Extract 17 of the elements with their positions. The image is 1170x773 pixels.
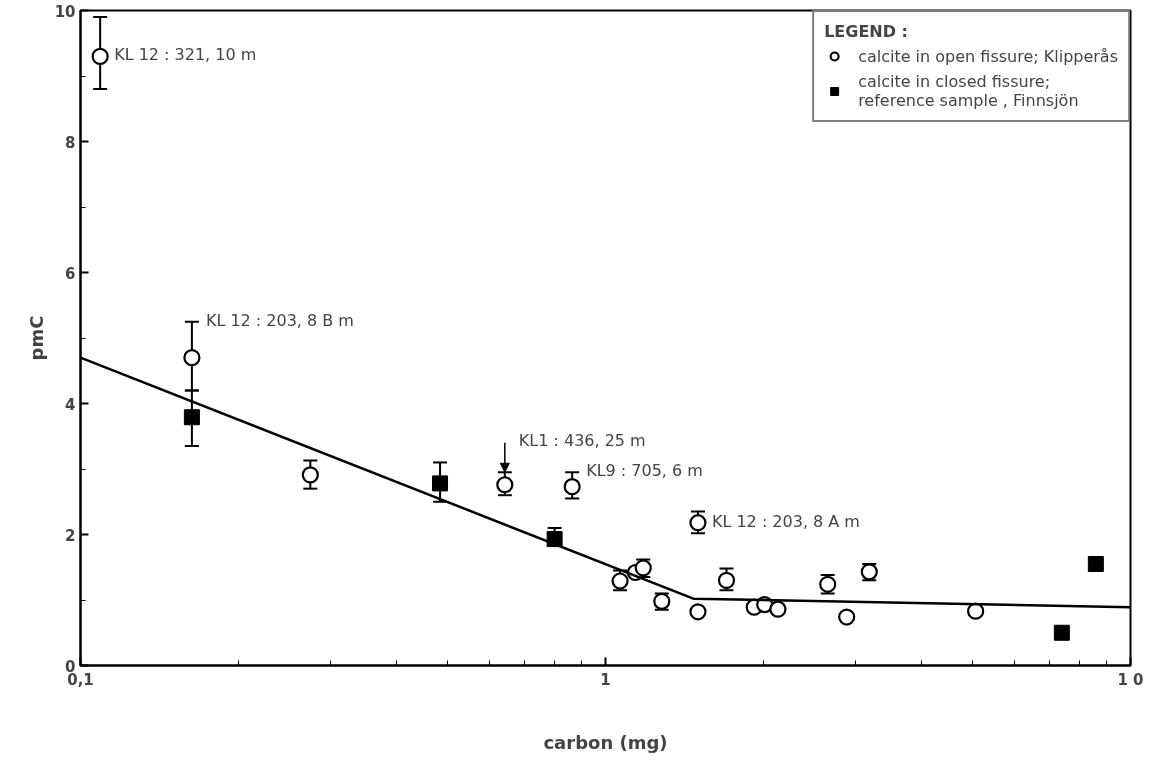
y-tick-label: 2 [65,526,76,545]
legend-label: calcite in closed fissure; reference sample , Finnsjön [858,72,1079,110]
legend-label: calcite in open fissure; Klipperås [858,46,1118,66]
legend-title: LEGEND : [824,22,909,41]
x-axis-title: carbon (mg) [543,731,668,753]
y-tick-label: 8 [65,133,76,152]
y-tick-label: 6 [65,264,76,283]
annotation: KL 12 : 321, 10 m [114,45,257,65]
annotation: KL 12 : 203, 8 A m [711,511,860,531]
y-tick-label: 4 [65,395,76,414]
x-tick-label: 1 [600,670,611,689]
annotation: KL9 : 705, 6 m [586,461,703,481]
x-tick-label: 1 0 [1117,670,1144,689]
annotation: KL 12 : 203, 8 B m [205,310,354,330]
annotation: KL1 : 436, 25 m [518,431,646,451]
y-tick-label: 10 [54,2,76,21]
y-axis-title: pmC [25,315,47,361]
